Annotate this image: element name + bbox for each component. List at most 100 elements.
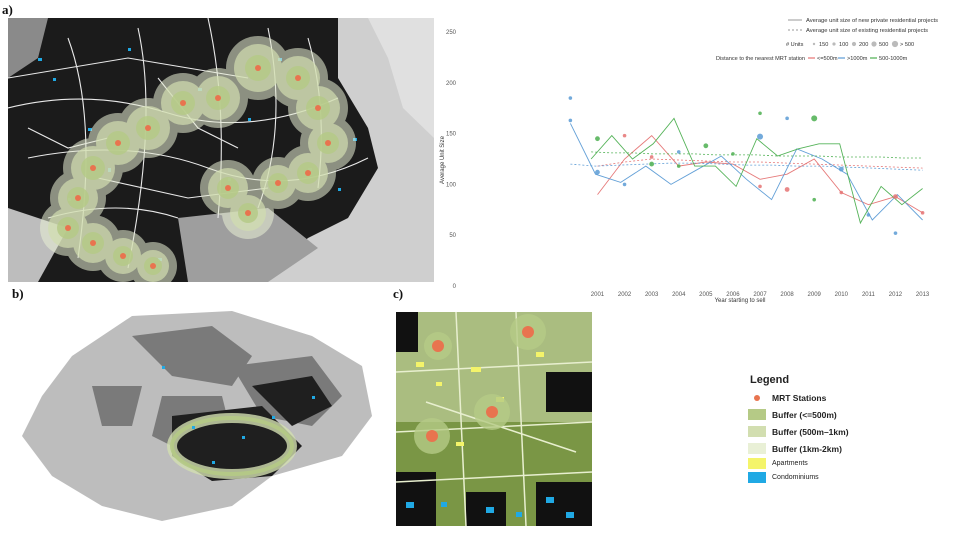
data-point [811,115,818,122]
legend-label-buffer-500: Buffer (<=500m) [772,409,837,420]
data-point [676,150,681,154]
map-legend: Legend MRT Stations Buffer (<=500m) Buff… [744,372,934,483]
x-tick-label: 2011 [862,292,876,298]
legend-row-buffer-1k: Buffer (500m–1km) [748,426,849,437]
land-east [368,18,434,138]
condominium-specks-b [162,366,315,464]
x-tick-label: 2009 [808,292,822,298]
distance-legend-title: Distance to the nearest MRT station [716,56,805,62]
units-size-200: 200 [859,42,868,48]
map-c-canvas [396,312,592,526]
y-tick-label: 200 [446,81,457,87]
distance-lt500: <=500m [817,56,838,62]
x-tick-label: 2010 [835,292,849,298]
panel-label-c: c) [393,286,404,301]
legend-line-new: Average unit size of new private residen… [806,18,938,24]
data-point [649,161,655,167]
chart-legend: Average unit size of new private residen… [716,18,938,62]
data-point [595,136,600,142]
x-tick-label: 2004 [672,292,686,298]
panel-label-a: a) [2,2,13,17]
x-tick-label: 2006 [726,292,740,298]
unit-size-chart-svg: Average unit size of new private residen… [440,18,938,304]
units-size-100-icon [832,42,836,46]
distance-500-1000: 500-1000m [879,56,908,62]
buffer-2k-swatch [748,443,766,454]
data-point [838,166,844,172]
condominium-blocks [406,497,574,518]
data-point [758,184,762,189]
y-axis-label: Average Unit Size [440,135,446,184]
x-tick-label: 2002 [618,292,632,298]
data-point [784,187,790,192]
mrt-buffers [40,36,356,282]
x-tick-label: 2013 [916,292,930,298]
legend-label-apartments: Apartments [772,460,808,467]
map-b-canvas [22,311,372,521]
y-tick-label: 0 [453,284,457,290]
data-point [568,96,573,100]
legend-label-buffer-1k: Buffer (500m–1km) [772,426,849,437]
data-point [731,152,735,156]
data-point [622,133,627,138]
buffer-1k-swatch [748,426,766,437]
y-tick-label: 150 [446,132,457,138]
land-northwest [8,18,48,78]
data-point [785,116,789,121]
x-tick-label: 2008 [780,292,794,298]
panel-label-b: b) [12,286,24,301]
units-size-100: 100 [839,42,848,48]
data-point [595,169,600,175]
legend-row-apartments: Apartments [748,458,808,469]
data-point [676,164,681,168]
series-line-2-existing [591,151,923,159]
data-point [839,190,844,195]
x-tick-label: 2005 [699,292,713,298]
legend-row-condominiums: Condominiums [748,472,819,483]
y-tick-label: 100 [446,182,457,188]
apartments-swatch [748,458,766,469]
map-c-detail [396,312,592,526]
units-size-150-icon [812,42,816,46]
series-line-2-new [590,117,923,225]
map-a-canvas [8,18,434,282]
x-axis: 2001 2002 2003 2004 2005 2006 2007 2008 2009 2010… [591,292,930,298]
mrt-station-icon [748,392,766,403]
data-point [649,155,654,159]
legend-row-buffer-500: Buffer (<=500m) [748,409,837,420]
series-line-1-existing [570,162,923,171]
units-size-500-icon [871,41,877,47]
units-size-gt500-icon [891,40,899,48]
legend-row-buffer-2k: Buffer (1km-2km) [748,443,842,454]
map-b-island [12,306,380,526]
data-point [866,213,871,217]
units-size-500: 500 [879,42,888,48]
data-point [758,111,762,116]
units-size-gt500: > 500 [900,42,914,48]
land-south [178,208,318,282]
core-buffers [167,413,297,479]
legend-label-mrt: MRT Stations [772,392,827,403]
y-tick-label: 50 [449,233,456,239]
data-point [812,197,817,202]
y-tick-label: 250 [446,30,457,36]
units-size-150: 150 [819,42,828,48]
distance-gt1000: >1000m [847,56,868,62]
unit-size-chart: Average unit size of new private residen… [430,10,960,310]
data-point [893,231,898,235]
legend-line-existing: Average unit size of existing residentia… [806,28,928,34]
x-tick-label: 2003 [645,292,659,298]
y-axis: 0 50 100 150 200 250 [446,30,457,290]
legend-title: Legend [750,374,790,386]
legend-row-mrt: MRT Stations [748,392,826,403]
data-point [703,143,709,149]
data-point [920,211,925,215]
x-axis-label: Year starting to sell [715,298,766,304]
series-layer [569,117,923,225]
condominiums-swatch [748,472,766,483]
data-point [622,182,627,187]
data-point [568,118,573,123]
data-point [893,194,898,199]
series-line-0-new [597,134,923,214]
buffer-500-swatch [748,409,766,420]
